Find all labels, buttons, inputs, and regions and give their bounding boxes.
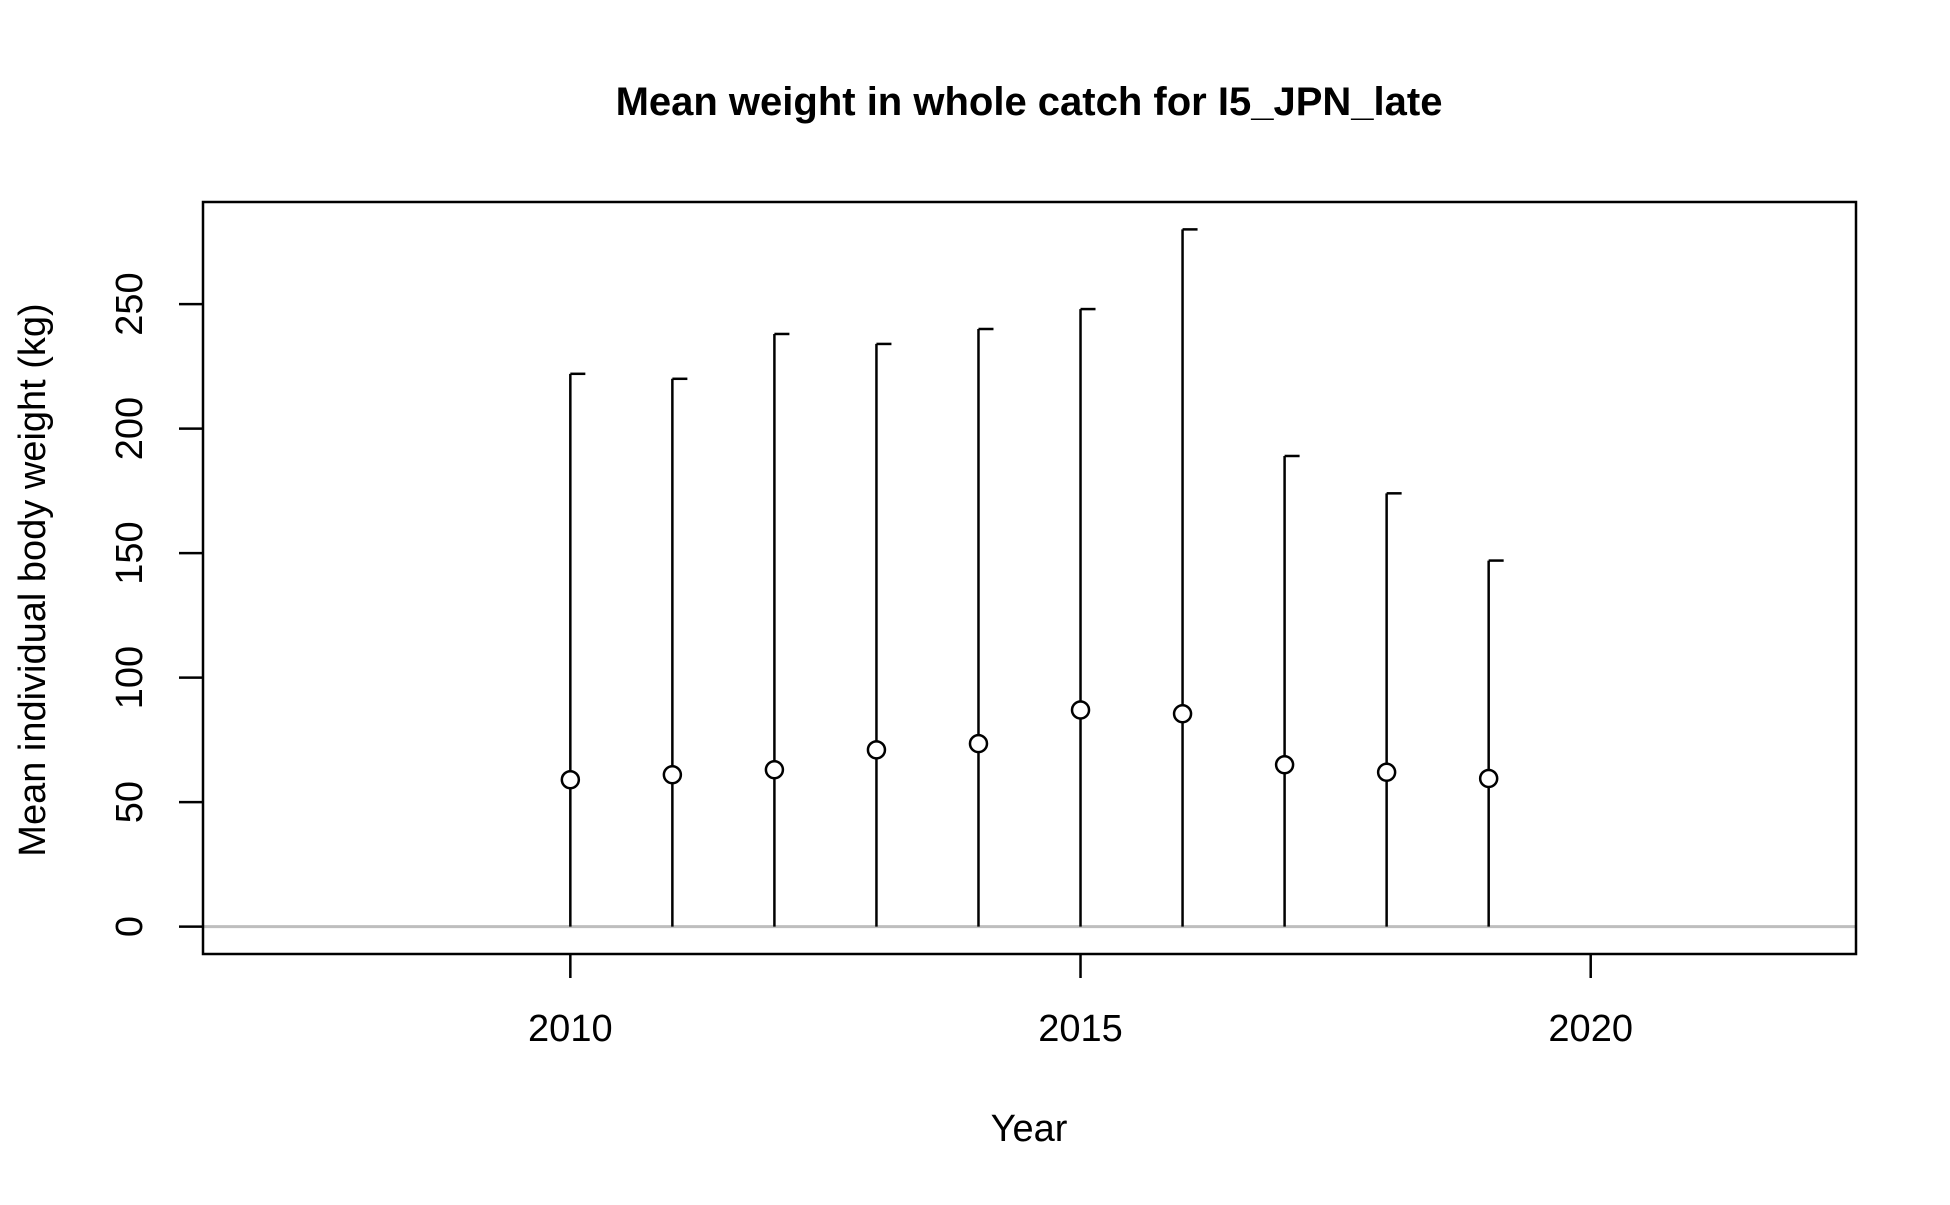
data-point: [866, 740, 887, 760]
chart-title: Mean weight in whole catch for I5_JPN_la…: [616, 80, 1443, 124]
data-point: [1274, 755, 1295, 775]
data-point: [560, 769, 581, 790]
x-axis-label: Year: [991, 1108, 1068, 1150]
y-axis-label: Mean individual body weight (kg): [12, 303, 54, 856]
data-point: [662, 764, 683, 785]
x-tick-label: 2010: [528, 1008, 613, 1050]
data-point: [764, 759, 785, 780]
x-tick-label: 2015: [1038, 1008, 1123, 1050]
data-point: [1172, 703, 1193, 724]
y-tick-label: 200: [109, 397, 151, 460]
plot-area: 2010 2015 2020 0 50 100 150 200 250: [109, 200, 1858, 1050]
y-tick-label: 50: [109, 781, 151, 823]
plot-frame: [201, 200, 1858, 956]
y-tick-label: 150: [109, 521, 151, 584]
y-tick-label: 0: [109, 916, 151, 937]
data-point: [1070, 700, 1091, 720]
y-tick-label: 250: [109, 272, 151, 335]
data-point: [1478, 768, 1499, 789]
x-tick-label: 2020: [1548, 1008, 1633, 1050]
data-point: [1376, 762, 1397, 782]
y-tick-label: 100: [109, 646, 151, 709]
data-point: [968, 733, 989, 754]
